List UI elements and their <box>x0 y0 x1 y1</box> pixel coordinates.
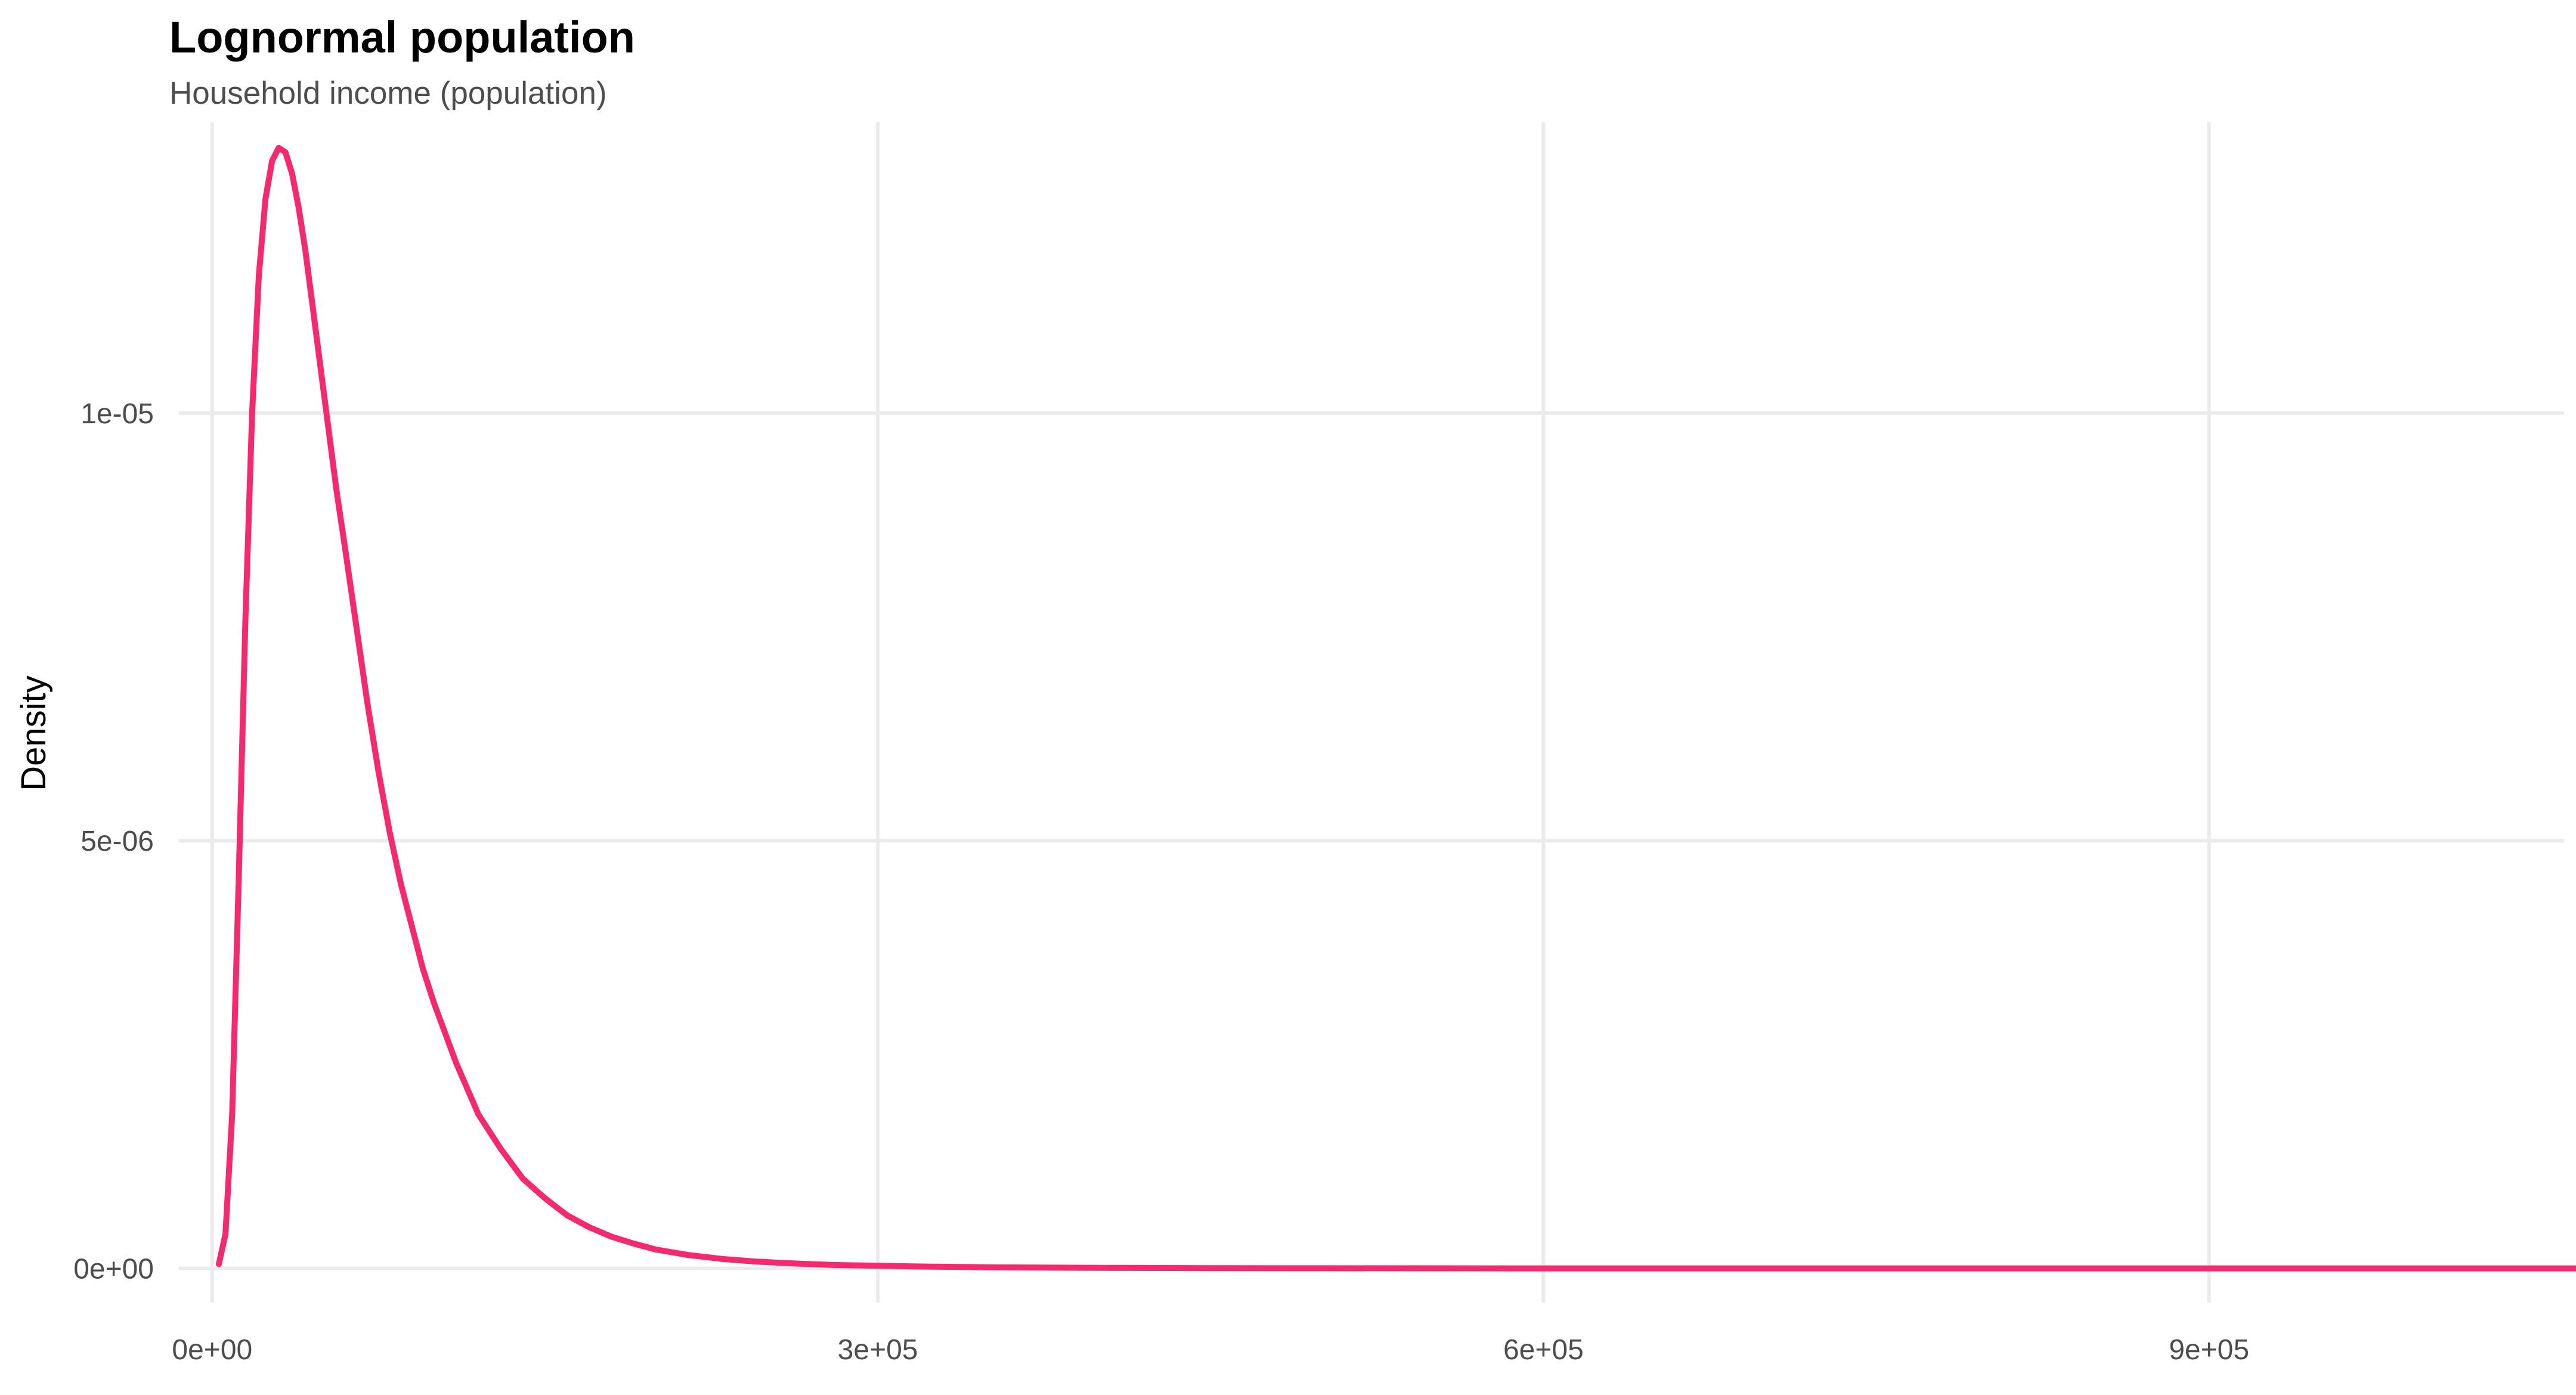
x-tick-label: 9e+05 <box>2169 1334 2249 1366</box>
chart-subtitle: Household income (population) <box>169 76 607 111</box>
chart-title: Lognormal population <box>169 13 636 62</box>
x-tick-label: 0e+00 <box>172 1334 252 1366</box>
tick-labels: 0e+00 3e+05 6e+05 9e+05 0e+00 5e-06 1e-05 <box>73 398 2249 1366</box>
x-tick-label: 3e+05 <box>838 1334 918 1366</box>
y-tick-label: 0e+00 <box>73 1254 154 1285</box>
y-tick-label: 1e-05 <box>80 398 154 430</box>
grid-lines <box>179 122 2564 1303</box>
x-tick-label: 6e+05 <box>1503 1334 1584 1366</box>
y-axis-title: Density <box>14 675 53 790</box>
series-layer <box>216 145 2576 1272</box>
density-curve <box>216 145 2576 1272</box>
y-tick-label: 5e-06 <box>80 826 154 857</box>
